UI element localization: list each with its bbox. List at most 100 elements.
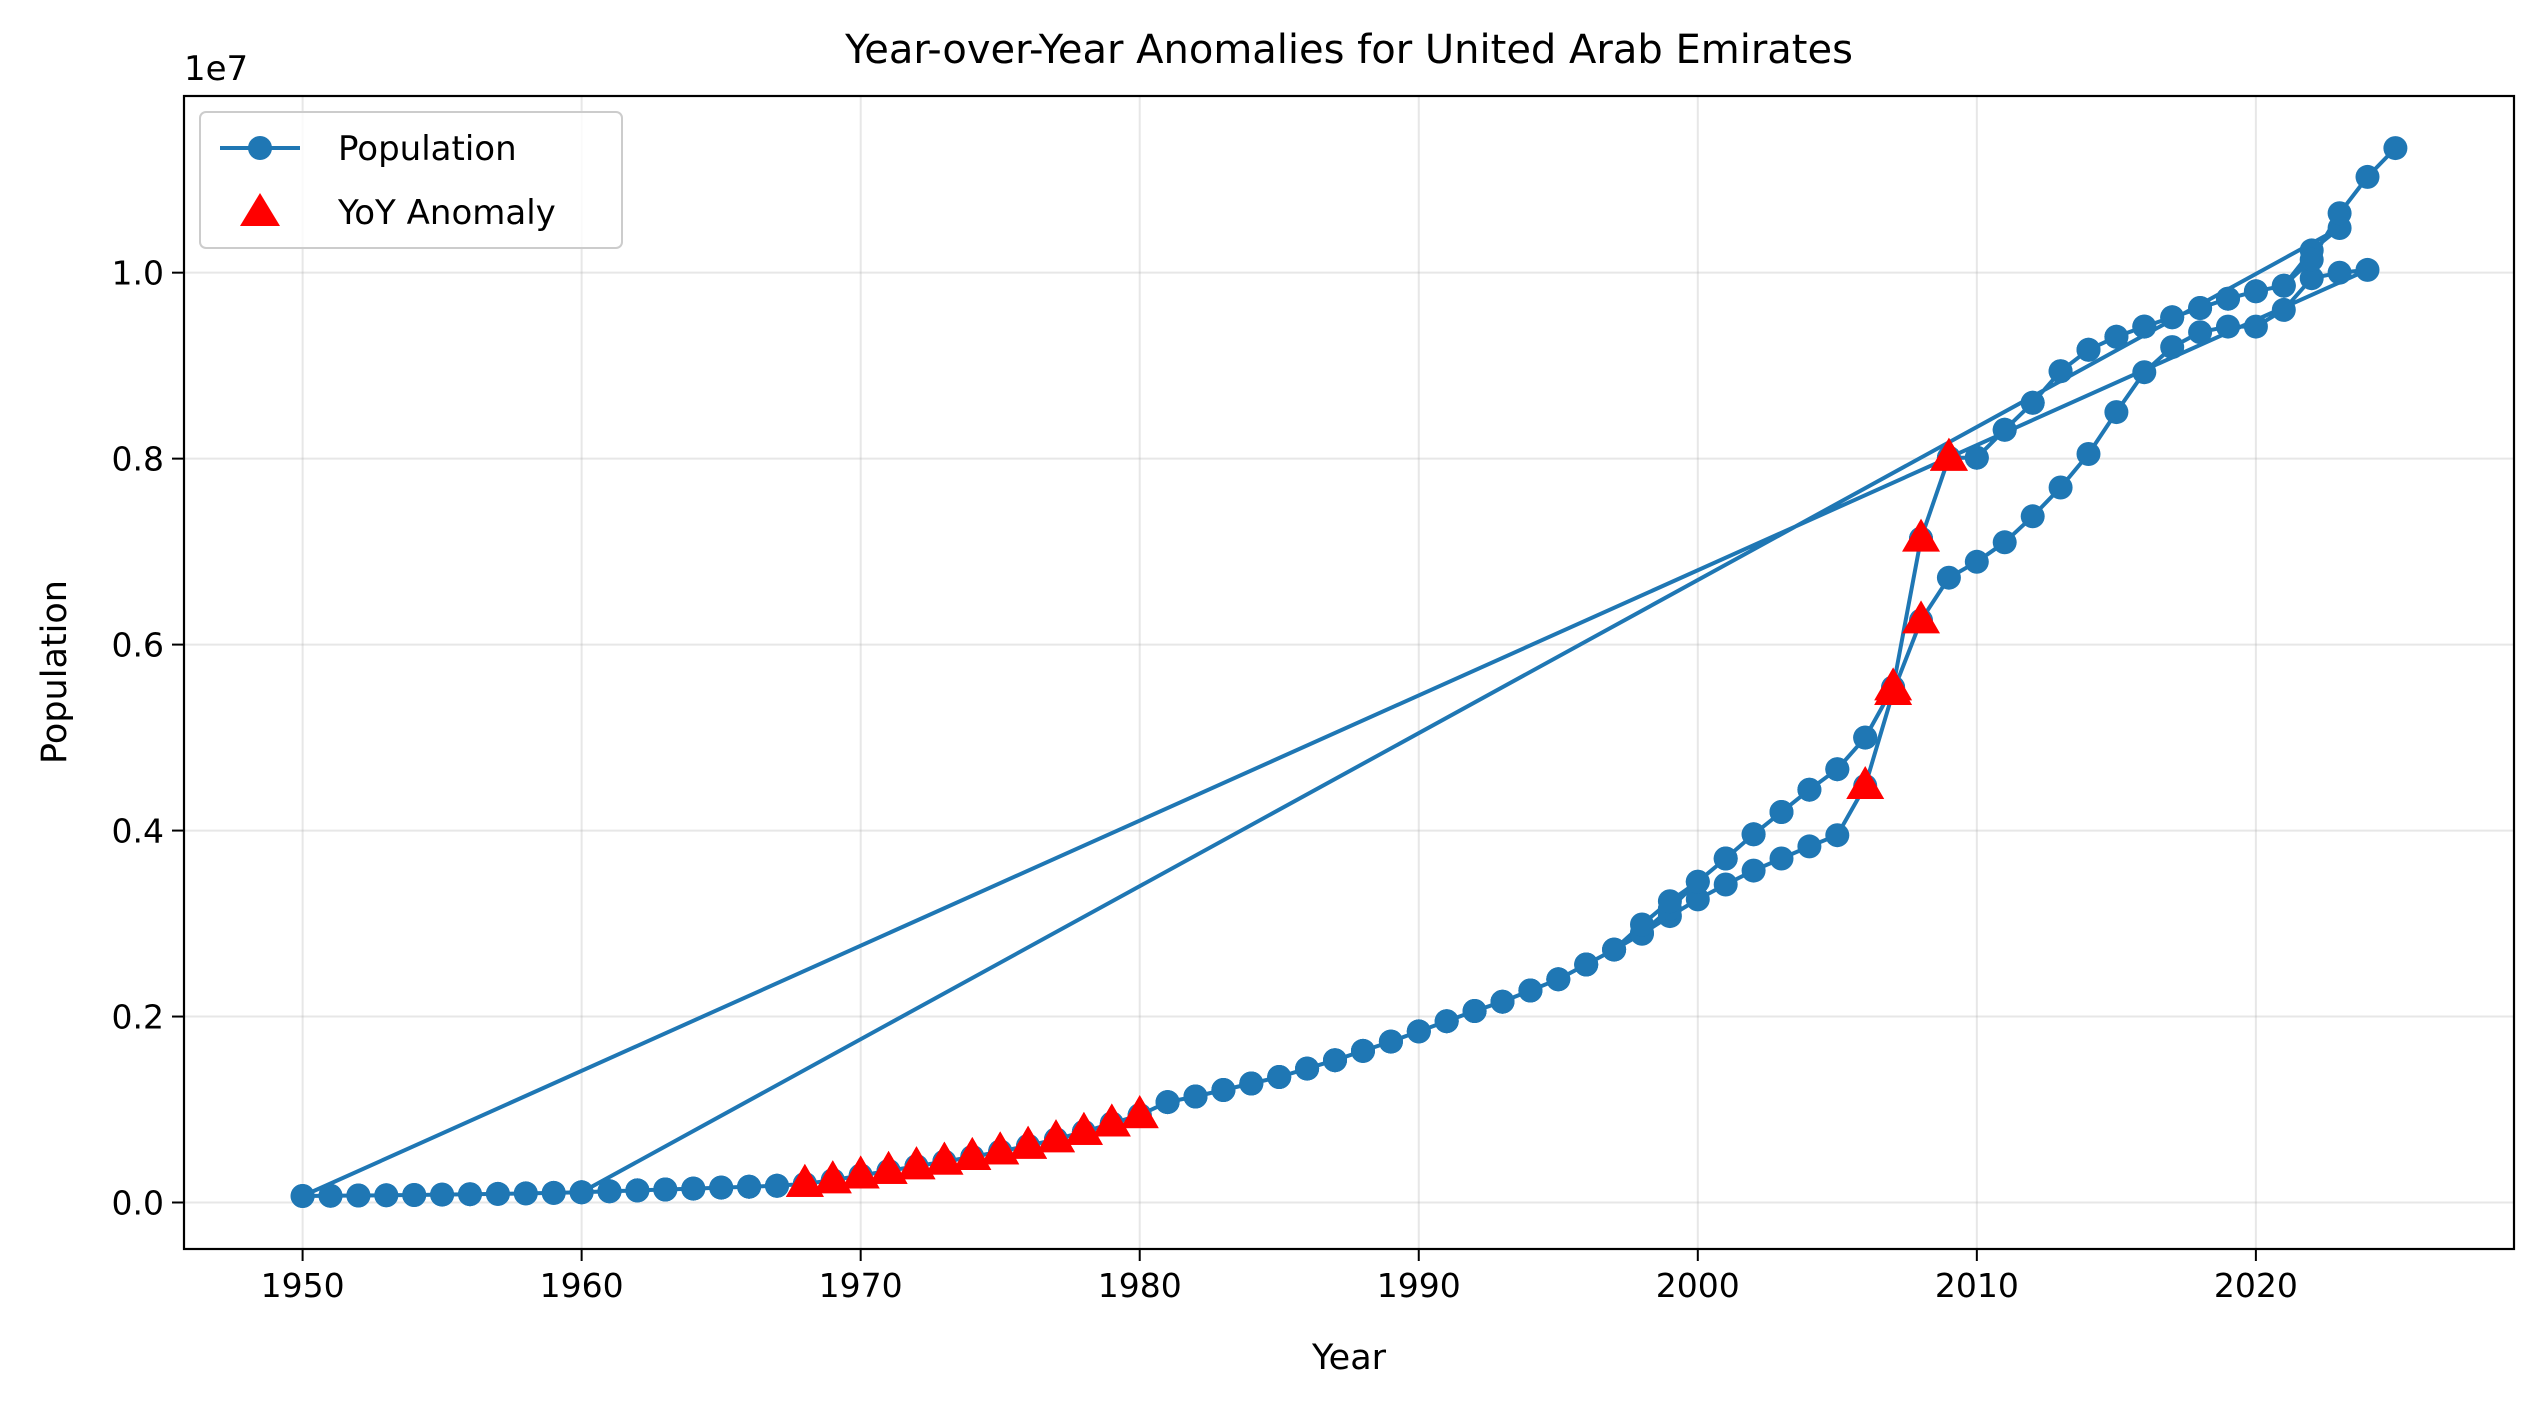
population-point bbox=[2188, 320, 2213, 345]
legend-box bbox=[199, 111, 623, 249]
population-point bbox=[2104, 324, 2129, 349]
population-point bbox=[1992, 530, 2017, 555]
population-point bbox=[2271, 297, 2296, 322]
legend-population-label: Population bbox=[338, 129, 517, 169]
population-point bbox=[2299, 266, 2324, 291]
population-point bbox=[1239, 1071, 1264, 1096]
chart-title: Year-over-Year Anomalies for United Arab… bbox=[844, 27, 1853, 73]
population-point bbox=[2132, 360, 2157, 385]
population-point bbox=[2216, 286, 2240, 311]
x-tick-label: 1970 bbox=[819, 1266, 903, 1305]
population-point bbox=[2048, 475, 2073, 500]
anomaly-point bbox=[925, 1141, 964, 1175]
population-point bbox=[1713, 872, 1738, 897]
population-point bbox=[1769, 846, 1794, 871]
population-point bbox=[402, 1183, 427, 1207]
population-point bbox=[1183, 1084, 1208, 1109]
population-point bbox=[430, 1182, 455, 1207]
plot-frame bbox=[182, 94, 2516, 1251]
x-tick-label: 2020 bbox=[2214, 1266, 2298, 1305]
anomaly-point bbox=[1874, 667, 1913, 701]
anomaly-point bbox=[869, 1150, 908, 1184]
anomaly-point bbox=[841, 1155, 880, 1189]
population-point bbox=[1797, 777, 1822, 802]
population-point bbox=[2243, 314, 2268, 339]
series-layer bbox=[290, 136, 2408, 1208]
population-point bbox=[1574, 952, 1599, 977]
population-point bbox=[1378, 1029, 1403, 1054]
population-point bbox=[2132, 314, 2157, 339]
population-point bbox=[1267, 1065, 1292, 1089]
y-tick-label: 0.0 bbox=[112, 1184, 164, 1223]
population-point bbox=[2271, 273, 2296, 298]
population-point bbox=[2160, 335, 2185, 360]
population-point bbox=[1295, 1056, 1320, 1081]
population-point bbox=[2076, 442, 2101, 466]
x-tick-label: 2010 bbox=[1935, 1266, 2019, 1305]
population-point bbox=[2104, 400, 2129, 425]
population-point bbox=[1741, 858, 1766, 883]
population-point bbox=[1406, 1019, 1431, 1044]
x-tick-label: 1990 bbox=[1377, 1266, 1461, 1305]
y-axis-label: Population bbox=[35, 580, 75, 764]
population-point bbox=[1323, 1048, 1347, 1073]
population-point bbox=[1351, 1038, 1375, 1063]
anomaly-point bbox=[813, 1160, 852, 1194]
population-point bbox=[318, 1183, 343, 1208]
population-point bbox=[290, 1184, 315, 1208]
x-tick-label: 2000 bbox=[1656, 1266, 1740, 1305]
y-tick-label: 0.8 bbox=[112, 440, 164, 479]
population-point bbox=[1602, 937, 1627, 962]
population-point bbox=[1630, 912, 1654, 937]
population-point bbox=[2243, 279, 2268, 304]
population-point bbox=[1964, 549, 1989, 574]
y-tick-label: 0.6 bbox=[112, 626, 164, 665]
population-point bbox=[1964, 445, 1989, 470]
anomaly-point bbox=[1009, 1125, 1048, 1159]
anomaly-point bbox=[1902, 600, 1941, 634]
anomaly-point bbox=[1064, 1111, 1103, 1145]
legend-anomaly-marker bbox=[240, 193, 280, 226]
population-point bbox=[2299, 247, 2324, 272]
population-point bbox=[2020, 504, 2045, 529]
population-point bbox=[2160, 305, 2185, 330]
population-point bbox=[1769, 800, 1794, 824]
population-point bbox=[2048, 359, 2073, 384]
anomaly-point bbox=[1846, 765, 1885, 799]
population-point bbox=[2076, 337, 2101, 362]
population-point bbox=[2327, 260, 2352, 285]
population-point bbox=[1825, 757, 1850, 782]
population-point bbox=[2188, 296, 2213, 320]
population-point bbox=[681, 1176, 706, 1201]
legend: Population YoY Anomaly bbox=[199, 111, 623, 249]
population-point bbox=[1518, 978, 1543, 1003]
anomaly-point bbox=[1120, 1095, 1159, 1129]
population-point bbox=[485, 1181, 510, 1206]
population-point bbox=[1434, 1009, 1459, 1034]
legend-population-marker bbox=[248, 136, 272, 160]
population-point bbox=[541, 1180, 566, 1205]
population-point bbox=[709, 1175, 734, 1200]
population-point bbox=[765, 1173, 789, 1198]
population-point bbox=[653, 1177, 678, 1202]
population-point bbox=[1797, 834, 1822, 859]
y-tick-label: 0.4 bbox=[112, 812, 164, 851]
population-point bbox=[458, 1182, 482, 1207]
population-point bbox=[374, 1183, 399, 1208]
y-offset-label: 1e7 bbox=[184, 49, 248, 89]
population-point bbox=[1685, 887, 1710, 912]
anomaly-point bbox=[981, 1131, 1020, 1165]
population-point bbox=[2216, 314, 2240, 339]
population-point bbox=[1853, 725, 1878, 750]
population-point bbox=[1211, 1078, 1236, 1102]
anomaly-point bbox=[897, 1146, 936, 1180]
tick-layer: 1950 1960 1970 1980 1990 2000 2010 2020 0.0 0.2 0.… bbox=[112, 254, 2298, 1305]
population-point bbox=[1490, 989, 1515, 1014]
anomaly-point bbox=[1092, 1103, 1131, 1137]
x-tick-label: 1980 bbox=[1098, 1266, 1182, 1305]
population-point bbox=[1936, 565, 1961, 590]
population-point bbox=[1657, 889, 1682, 914]
population-point bbox=[1155, 1090, 1180, 1115]
anomaly-point bbox=[1929, 437, 1968, 471]
